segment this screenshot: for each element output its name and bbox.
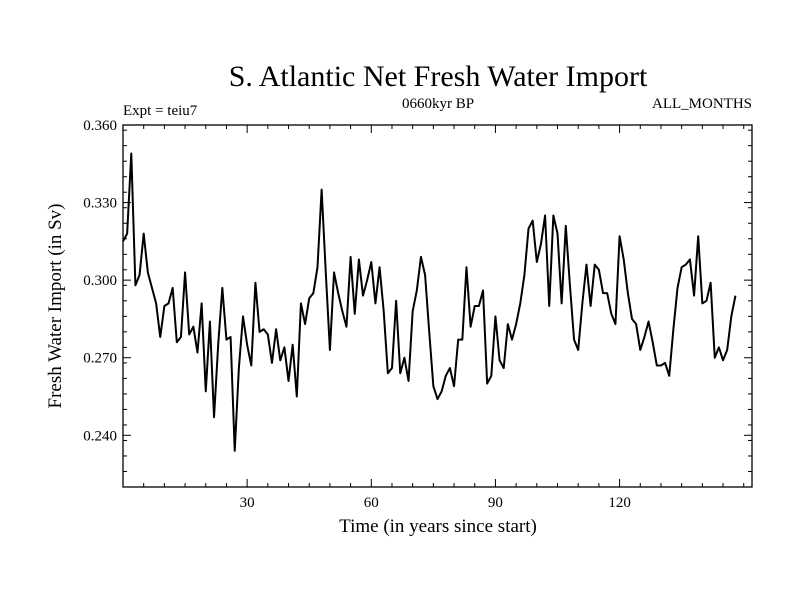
axis-ticks: 30 60 90 120 0.240 0.270 0.300 0.330 0.360 <box>83 118 752 511</box>
y-tick-label: 0.330 <box>83 196 117 212</box>
x-tick-label: 30 <box>240 495 255 511</box>
y-axis-label: Fresh Water Import (in Sv) <box>45 204 66 409</box>
x-tick-label: 60 <box>364 495 379 511</box>
x-tick-label: 90 <box>488 495 503 511</box>
y-tick-label: 0.360 <box>83 118 117 134</box>
y-tick-label: 0.270 <box>83 351 117 367</box>
y-tick-label: 0.240 <box>83 428 117 444</box>
x-tick-label: 120 <box>608 495 631 511</box>
experiment-label: Expt = teiu7 <box>123 103 198 119</box>
plot-area: 30 60 90 120 0.240 0.270 0.300 0.330 0.360 <box>83 118 753 511</box>
months-label: ALL_MONTHS <box>652 96 752 112</box>
series-group <box>122 152 737 452</box>
period-label: 0660kyr BP <box>402 96 474 112</box>
y-tick-label: 0.300 <box>83 273 117 289</box>
chart-title: S. Atlantic Net Fresh Water Import <box>229 60 648 93</box>
series-line <box>122 152 737 452</box>
x-axis-label: Time (in years since start) <box>339 516 537 537</box>
plot-frame <box>122 124 753 488</box>
